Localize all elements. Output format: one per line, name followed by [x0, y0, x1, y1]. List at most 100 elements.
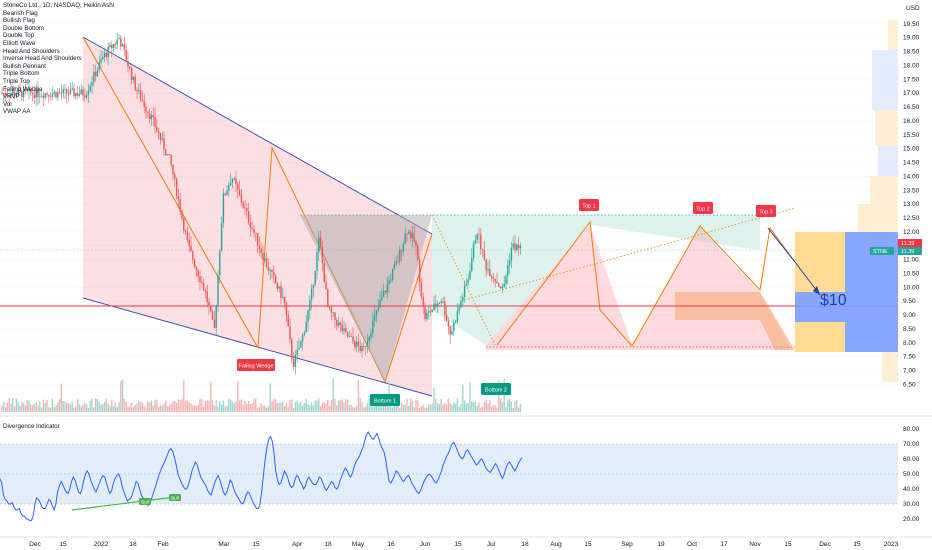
candle-body [298, 347, 300, 350]
candle-body [343, 328, 345, 331]
volume-bar [451, 404, 453, 412]
legend-item[interactable]: Head And Shoulders [3, 47, 60, 55]
time-tick-label: Apr [292, 541, 303, 548]
volume-bar [89, 400, 91, 412]
volume-bar [48, 407, 50, 412]
volume-bar [143, 405, 145, 412]
legend-item[interactable]: Vol [3, 100, 12, 108]
candle-body [301, 334, 304, 342]
volume-bar [121, 379, 124, 412]
candle-body [85, 94, 88, 98]
candle-body [336, 319, 338, 326]
candle-body [69, 89, 72, 95]
candle-body [372, 321, 374, 334]
candle-body [456, 310, 459, 322]
volume-bar [147, 400, 149, 412]
volume-bar [256, 407, 259, 412]
legend-item[interactable]: Triple Top [3, 77, 30, 85]
candle-body [75, 93, 77, 97]
price-tick-label: 19.50 [903, 21, 920, 28]
legend-item[interactable]: Bullish Flag [3, 17, 35, 25]
volume-bar [242, 405, 244, 412]
candle-body [474, 239, 477, 244]
candle-body [503, 283, 505, 287]
volume-bar [303, 402, 306, 412]
price-axis: 6.50 7.00 7.50 8.00 8.50 9.00 9.50 10.00 10.50 11… [903, 21, 920, 389]
triple-top-dotted-base [431, 214, 496, 346]
time-tick-label: 18 [521, 541, 529, 548]
candle-body [465, 283, 468, 286]
candle-body [303, 332, 306, 335]
volume-bar [190, 403, 192, 412]
legend-item[interactable]: Bullish Pennant [3, 62, 46, 70]
candle-body [420, 282, 423, 297]
volume-bar [91, 398, 93, 412]
candle-body [444, 301, 446, 315]
candle-body [402, 243, 405, 252]
volume-bar [84, 402, 86, 412]
volume-bar [309, 405, 311, 412]
volume-bar [294, 402, 297, 412]
candle-body [211, 311, 214, 320]
volume-bar [71, 401, 73, 412]
legend-item[interactable]: Double Bottom [3, 24, 44, 32]
volume-bar [426, 407, 428, 412]
volume-bar [435, 398, 437, 412]
candle-body [258, 245, 261, 249]
legend-item[interactable]: Double Top [3, 32, 35, 40]
volume-bar [39, 401, 41, 412]
volume-bar [253, 398, 255, 412]
candle-body [262, 253, 264, 261]
legend-item[interactable]: Triple Bottom [3, 70, 40, 78]
time-tick-label: 18 [129, 541, 137, 548]
candle-body [112, 44, 115, 49]
candle-body [359, 345, 361, 351]
candle-body [22, 88, 25, 98]
oscillator-title[interactable]: Divergence Indicator [3, 423, 60, 430]
volume-bar [325, 403, 327, 412]
candle-body [109, 45, 111, 47]
volume-bar [307, 404, 309, 412]
candle-body [404, 233, 406, 244]
price-tick-label: 11.00 [903, 257, 919, 264]
vrvp-bar [858, 204, 898, 232]
candle-body [462, 297, 464, 302]
volume-bar [478, 402, 480, 412]
candle-body [172, 164, 174, 175]
candle-body [143, 101, 145, 107]
target-label: $10 [820, 292, 847, 309]
time-tick-label: 15 [252, 541, 260, 548]
oscillator-tick-label: 80.00 [903, 426, 920, 433]
volume-bar [161, 405, 163, 412]
candle-body [490, 275, 493, 278]
candle-body [24, 88, 27, 90]
volume-bar [24, 405, 27, 412]
legend-item[interactable]: VWAP AA [3, 108, 31, 116]
candle-body [453, 322, 455, 332]
legend-item[interactable]: Bearish Flag [3, 9, 38, 17]
candle-body [328, 306, 331, 308]
candle-body [260, 248, 262, 254]
volume-bar [265, 407, 268, 412]
candle-body [463, 285, 466, 298]
volume-bar [156, 400, 158, 412]
volume-bar [487, 403, 489, 412]
top3-tag: Top 3 [756, 205, 776, 217]
double-bottom-grey [300, 215, 432, 382]
legend-item[interactable]: Inverse Head And Shoulders [3, 55, 82, 63]
price-tick-label: 9.50 [903, 298, 916, 305]
volume-bar [174, 401, 176, 412]
volume-bar [246, 403, 248, 412]
candle-body [445, 314, 448, 321]
legend-item[interactable]: Falling Wedge [3, 85, 43, 93]
candle-body [435, 303, 437, 307]
legend-item[interactable]: VRVP [3, 93, 20, 101]
time-tick-label: Feb [157, 541, 169, 548]
candle-body [21, 90, 23, 98]
candle-body [175, 178, 178, 197]
legend-item[interactable]: Elliott Wave [3, 39, 36, 47]
volume-bar [141, 403, 144, 412]
chart-title[interactable]: StoneCo Ltd., 1D, NASDAQ, Heikin Ashi [3, 2, 115, 9]
bull-divergence-line [71, 496, 176, 511]
candle-body [489, 268, 491, 276]
